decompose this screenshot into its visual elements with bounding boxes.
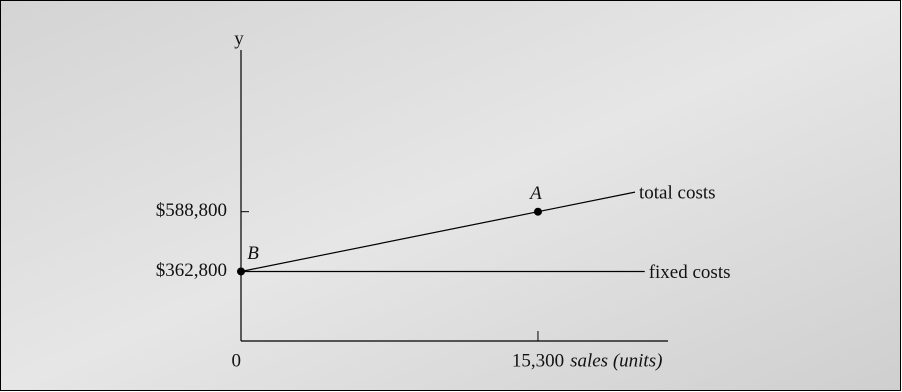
series-label: fixed costs [649,262,731,283]
series-label: total costs [639,182,716,203]
chart: y $362,800 $588,800 0 15,300 sales (units) tot… [0,0,902,392]
y-axis-label: y [234,28,244,49]
frame [1,1,901,391]
annotation: A [528,183,542,204]
x-axis-label: sales (units) [570,350,662,371]
y-tick-label: $362,800 [156,260,227,281]
data-point [534,208,542,216]
annotation: B [247,243,259,264]
y-tick-label: $588,800 [156,200,227,221]
page: {"chart_data": {"type": "line", "y_label… [0,0,902,392]
x-tick-label: 15,300 [512,350,564,371]
x-tick-label: 0 [232,350,242,371]
